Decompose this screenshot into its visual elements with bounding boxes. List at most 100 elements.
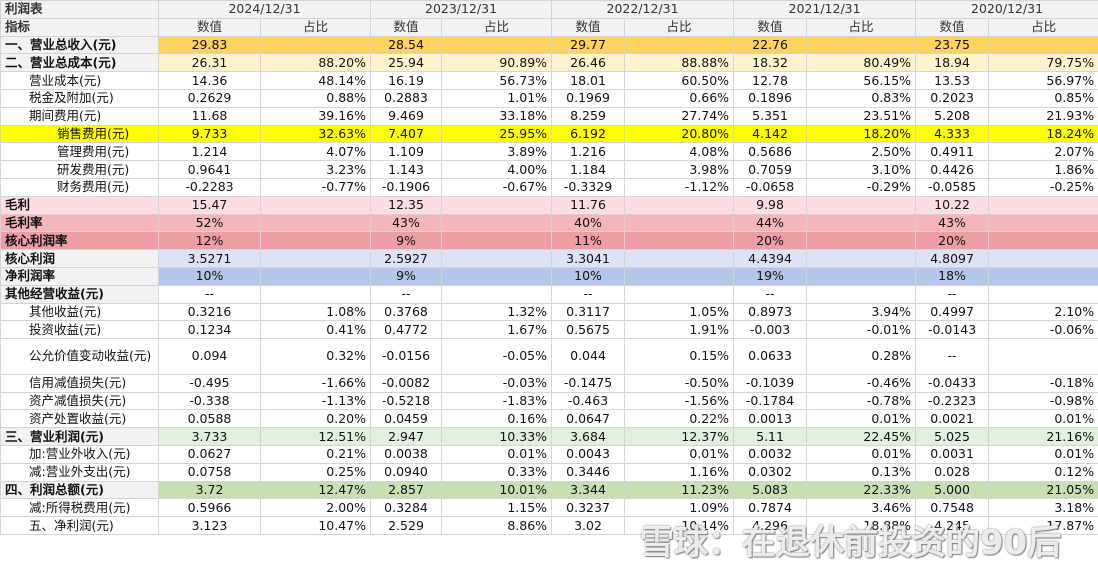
cell: 1.214 (158, 142, 261, 162)
data-row: 四、利润总额(元) 3.72 12.47% 2.857 10.01% 3.344 11.23… (0, 480, 1098, 500)
row-label: 销售费用(元) (0, 124, 159, 144)
row-label: 税金及附加(元) (0, 88, 159, 108)
cell: 9% (370, 266, 443, 286)
cell: 56.15% (806, 71, 917, 90)
cell (624, 195, 735, 215)
cell: 5.025 (915, 427, 990, 446)
data-row: 核心利润 3.5271 2.5927 3.3041 4.4394 4.8097 (0, 249, 1098, 268)
cell: 9.98 (733, 195, 808, 215)
cell: 1.32% (441, 302, 553, 322)
cell: 0.4911 (915, 142, 990, 162)
cell: 8.259 (551, 106, 626, 126)
cell: -0.338 (158, 391, 261, 411)
row-label: 净利润率 (0, 266, 159, 286)
cell: -0.0143 (915, 320, 990, 340)
cell: 4.333 (915, 124, 990, 144)
cell: 0.2023 (915, 88, 990, 108)
cell: 0.32% (259, 338, 372, 375)
header-row: 利润表 2024/12/31 2023/12/31 2022/12/31 2021/12… (0, 0, 1098, 19)
cell: 5.11 (733, 427, 808, 446)
cell: 3.23% (259, 160, 372, 179)
cell: -- (915, 338, 990, 375)
row-label: 营业成本(元) (0, 71, 159, 90)
cell: -1.56% (624, 391, 735, 411)
cell (624, 231, 735, 251)
cell: 1.184 (551, 160, 626, 179)
column-label: 指标 (0, 17, 159, 37)
cell (259, 249, 372, 268)
row-label: 公允价值变动收益(元) (0, 338, 159, 375)
cell: 3.94% (806, 302, 917, 322)
column-header: 数值 (551, 17, 626, 37)
cell: 11.76 (551, 195, 626, 215)
cell (806, 213, 917, 233)
cell: 0.0633 (733, 338, 808, 375)
column-header: 占比 (259, 17, 372, 37)
cell: 26.31 (158, 53, 261, 73)
row-label: 资产减值损失(元) (0, 391, 159, 411)
cell: 0.33% (441, 462, 553, 482)
cell: 0.13% (806, 462, 917, 482)
cell: 27.74% (624, 106, 735, 126)
cell: 3.72 (158, 480, 261, 500)
cell: 0.4772 (370, 320, 443, 340)
cell: 18.94 (915, 53, 990, 73)
cell (259, 284, 372, 304)
cell: 79.75% (988, 53, 1098, 73)
cell: 10.22 (915, 195, 990, 215)
cell: 90.89% (441, 53, 553, 73)
cell: 3.46% (806, 498, 917, 518)
cell: 18.88% (806, 516, 917, 535)
cell: -- (551, 284, 626, 304)
cell (259, 195, 372, 215)
period-header: 2020/12/31 (915, 0, 1098, 19)
cell (806, 35, 917, 55)
cell (806, 284, 917, 304)
cell: 3.98% (624, 160, 735, 179)
cell: 18.20% (806, 124, 917, 144)
row-label: 其他收益(元) (0, 302, 159, 322)
cell (806, 249, 917, 268)
cell: 3.5271 (158, 249, 261, 268)
data-row: 毛利 15.47 12.35 11.76 9.98 10.22 (0, 195, 1098, 215)
cell: 0.0758 (158, 462, 261, 482)
cell: 10% (158, 266, 261, 286)
row-label: 资产处置收益(元) (0, 409, 159, 429)
cell: -0.01% (806, 320, 917, 340)
watermark: 雪球：在退休前投资的90后 (640, 523, 1062, 563)
row-label: 财务费用(元) (0, 177, 159, 197)
row-label: 减:营业外支出(元) (0, 462, 159, 482)
row-label: 减:所得税费用(元) (0, 498, 159, 518)
data-row: 减:营业外支出(元) 0.0758 0.25% 0.0940 0.33% 0.3446 1.… (0, 462, 1098, 482)
cell: 0.1969 (551, 88, 626, 108)
cell: -0.0585 (915, 177, 990, 197)
cell: 0.0647 (551, 409, 626, 429)
cell: 19% (733, 266, 808, 286)
cell: 43% (370, 213, 443, 233)
cell: 0.3284 (370, 498, 443, 518)
data-row: 投资收益(元) 0.1234 0.41% 0.4772 1.67% 0.5675 1.91%… (0, 320, 1098, 340)
period-header: 2023/12/31 (370, 0, 553, 19)
cell: 23.75 (915, 35, 990, 55)
row-label: 三、营业利润(元) (0, 427, 159, 446)
cell (624, 284, 735, 304)
period-header: 2021/12/31 (733, 0, 917, 19)
cell (806, 195, 917, 215)
cell: 3.684 (551, 427, 626, 446)
data-row: 财务费用(元) -0.2283 -0.77% -0.1906 -0.67% -0.3329… (0, 177, 1098, 197)
cell: 0.0043 (551, 444, 626, 464)
cell (806, 266, 917, 286)
cell: -0.0156 (370, 338, 443, 375)
data-row: 研发费用(元) 0.9641 3.23% 1.143 4.00% 1.184 3.98% 0.… (0, 160, 1098, 179)
cell: 4.00% (441, 160, 553, 179)
cell: 32.63% (259, 124, 372, 144)
cell: 21.05% (988, 480, 1098, 500)
cell: 0.3216 (158, 302, 261, 322)
cell: 23.51% (806, 106, 917, 126)
cell: 0.25% (259, 462, 372, 482)
cell: -0.18% (988, 373, 1098, 393)
row-label: 信用减值损失(元) (0, 373, 159, 393)
cell: 0.0940 (370, 462, 443, 482)
cell: 60.50% (624, 71, 735, 90)
cell: -1.66% (259, 373, 372, 393)
